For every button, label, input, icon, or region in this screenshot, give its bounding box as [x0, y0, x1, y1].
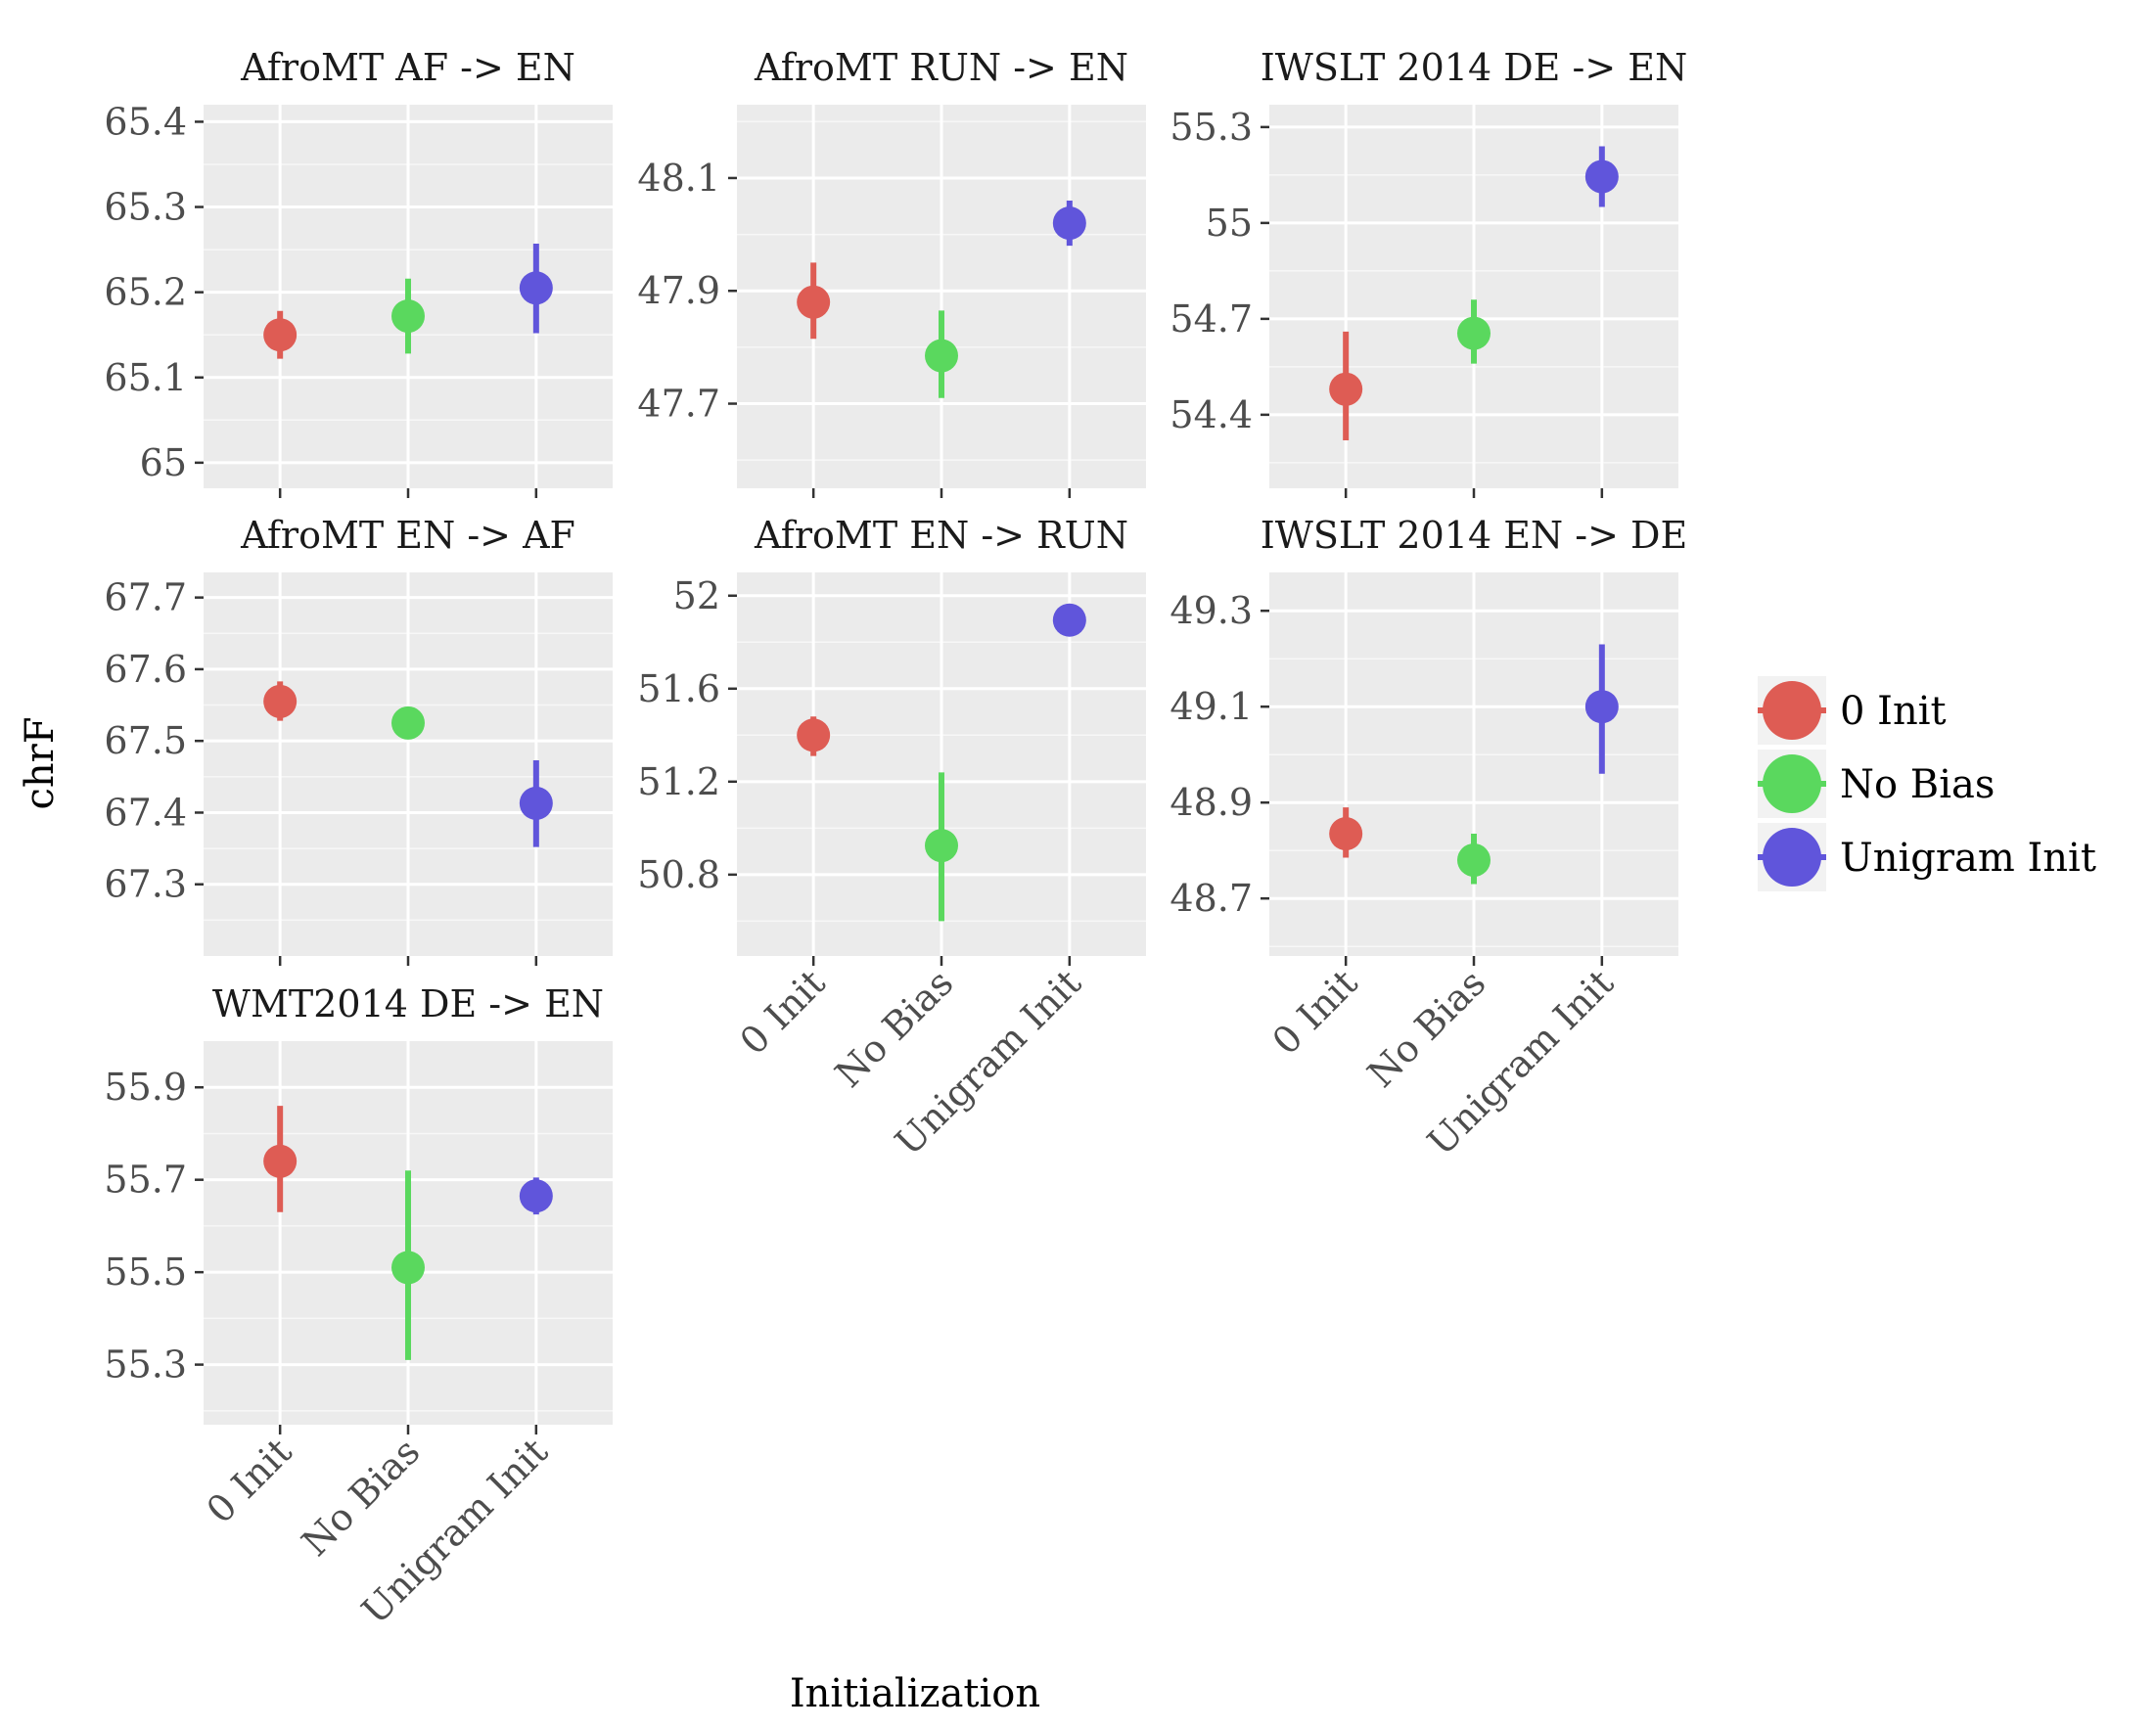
y-tick-label: 52: [673, 574, 720, 617]
legend-label: No Bias: [1840, 762, 1995, 807]
y-tick-label: 48.1: [637, 157, 720, 200]
data-point: [391, 299, 425, 334]
data-point: [519, 271, 553, 305]
legend-label: 0 Init: [1840, 689, 1947, 734]
y-tick-label: 51.2: [637, 760, 720, 803]
panel-title: AfroMT AF -> EN: [240, 46, 575, 89]
legend-key: [1758, 750, 1826, 818]
data-point: [1457, 316, 1491, 350]
data-point: [1584, 690, 1619, 724]
y-tick-label: 55.3: [104, 1343, 187, 1387]
data-point: [263, 684, 298, 718]
y-tick-label: 65.2: [104, 271, 187, 314]
legend-key-point: [1763, 754, 1821, 813]
data-point: [391, 1251, 425, 1285]
y-tick-label: 67.6: [104, 648, 187, 691]
data-point: [263, 318, 298, 352]
data-point: [1457, 843, 1491, 877]
y-axis-title: chrF: [18, 716, 63, 809]
y-tick-label: 65: [140, 441, 187, 484]
data-point: [1052, 206, 1086, 241]
y-tick-label: 67.3: [104, 863, 187, 906]
y-tick-label: 65.3: [104, 186, 187, 229]
data-point: [1329, 372, 1363, 406]
facet-panel: AfroMT AF -> EN 65 65.1 65.2 65.3 65.4: [104, 46, 613, 498]
legend-key-point: [1763, 828, 1821, 887]
data-point: [263, 1144, 298, 1178]
y-tick-label: 47.7: [637, 383, 720, 426]
y-tick-label: 55.9: [104, 1066, 187, 1109]
facet-panel: AfroMT RUN -> EN 47.7 47.9 48.1: [637, 46, 1146, 498]
data-point: [519, 1179, 553, 1213]
data-point: [1052, 603, 1086, 637]
y-tick-label: 48.9: [1170, 781, 1253, 824]
panel-title: IWSLT 2014 DE -> EN: [1261, 46, 1687, 89]
panel-title: AfroMT EN -> RUN: [754, 514, 1128, 557]
y-tick-label: 67.4: [104, 791, 187, 834]
facet-panel: AfroMT EN -> AF 67.3 67.4 67.5 67.6 67.7: [104, 514, 613, 966]
x-axis-title: Initialization: [790, 1671, 1040, 1716]
y-tick-label: 54.4: [1170, 393, 1253, 436]
y-tick-label: 48.7: [1170, 877, 1253, 920]
facet-panel: IWSLT 2014 DE -> EN 54.4 54.7 55 55.3: [1170, 46, 1687, 498]
panel-title: AfroMT EN -> AF: [240, 514, 575, 557]
panel-title: IWSLT 2014 EN -> DE: [1261, 514, 1687, 557]
y-tick-label: 67.7: [104, 576, 187, 619]
legend: 0 Init No Bias Unigram Init: [1758, 676, 2096, 891]
y-tick-label: 47.9: [637, 269, 720, 312]
panel-title: WMT2014 DE -> EN: [212, 982, 604, 1025]
y-tick-label: 65.4: [104, 100, 187, 143]
y-tick-label: 55.3: [1170, 106, 1253, 149]
y-tick-label: 54.7: [1170, 297, 1253, 341]
y-tick-label: 55.7: [104, 1159, 187, 1202]
y-tick-label: 49.3: [1170, 589, 1253, 632]
data-point: [1329, 817, 1363, 851]
y-tick-label: 55: [1206, 202, 1253, 245]
y-tick-label: 67.5: [104, 719, 187, 762]
data-point: [391, 706, 425, 740]
panel-title: AfroMT RUN -> EN: [754, 46, 1128, 89]
data-point: [797, 718, 831, 752]
data-point: [519, 786, 553, 820]
y-tick-label: 51.6: [637, 667, 720, 710]
y-tick-label: 50.8: [637, 853, 720, 896]
y-tick-label: 55.5: [104, 1251, 187, 1294]
legend-key: [1758, 823, 1826, 891]
data-point: [925, 829, 958, 863]
y-tick-label: 65.1: [104, 356, 187, 399]
y-tick-label: 49.1: [1170, 685, 1253, 728]
legend-key: [1758, 676, 1826, 745]
data-point: [1584, 159, 1619, 194]
legend-label: Unigram Init: [1840, 836, 2096, 881]
data-point: [925, 339, 958, 373]
legend-key-point: [1763, 681, 1821, 740]
data-point: [797, 285, 831, 319]
